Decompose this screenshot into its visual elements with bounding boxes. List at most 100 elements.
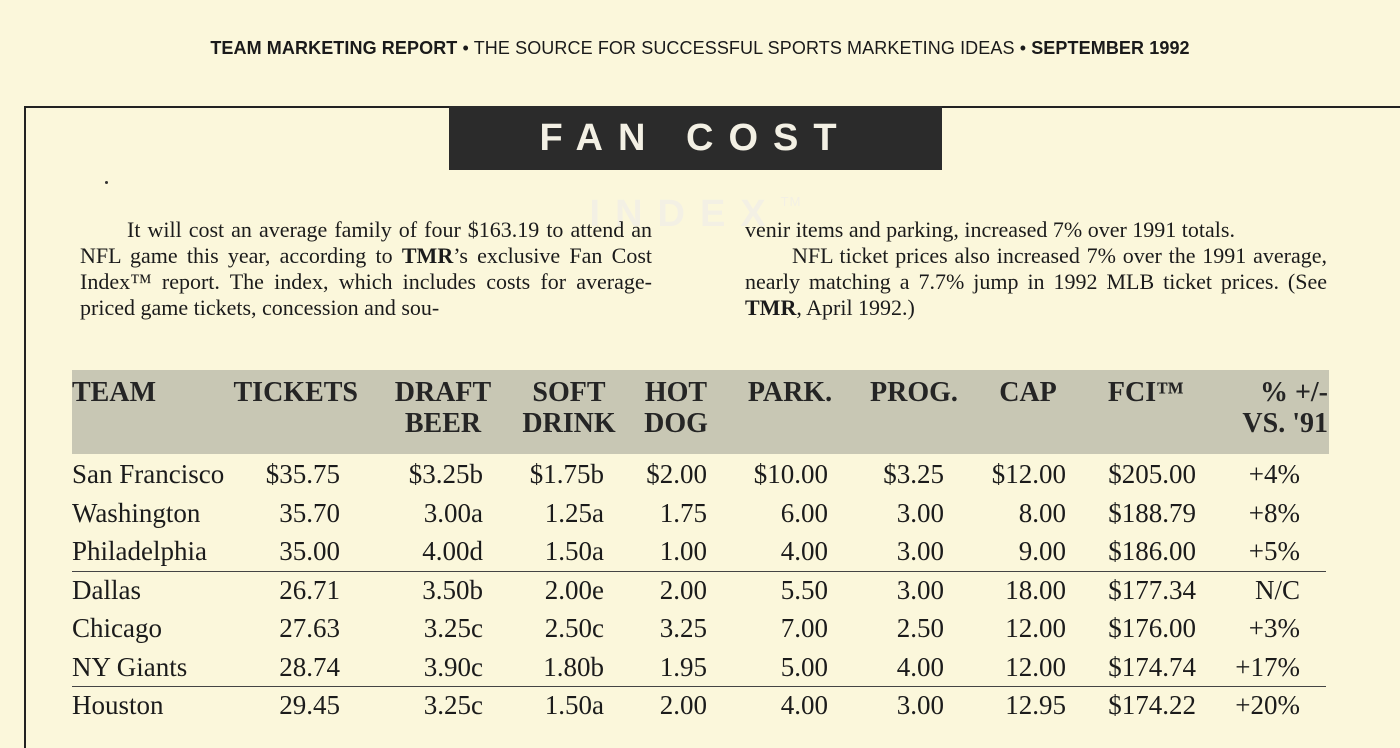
table-cell: 4.00	[780, 536, 828, 566]
publication-name: TEAM MARKETING REPORT	[210, 38, 458, 58]
table-cell: 2.50c	[544, 613, 604, 643]
table-cell: 35.00	[279, 536, 340, 566]
group-divider	[72, 686, 1326, 687]
table-cell: 1.80b	[543, 651, 604, 682]
article-text: ’s exclusive Fan Cost Index™ report. The…	[80, 243, 652, 320]
table-cell: 3.00	[896, 536, 944, 566]
table-cell: 7.00	[780, 613, 828, 643]
column-header: PROG.	[870, 377, 958, 408]
table-cell: +17%	[1235, 651, 1300, 682]
table-cell: $3.25b	[408, 459, 483, 489]
masthead-separator: •	[457, 38, 474, 58]
table-cell: $205.00	[1108, 459, 1196, 489]
table-cell: 2.00	[659, 690, 707, 720]
publication-abbrev: TMR	[745, 295, 797, 320]
group-divider	[72, 571, 1326, 572]
issue-date: SEPTEMBER 1992	[1031, 38, 1190, 58]
table-cell: $176.00	[1108, 613, 1196, 643]
publication-tagline: THE SOURCE FOR SUCCESSFUL SPORTS MARKETI…	[473, 38, 1015, 58]
publication-abbrev: TMR	[401, 243, 454, 268]
table-cell: 3.90c	[423, 651, 483, 682]
table-cell: 4.00	[780, 690, 828, 720]
team-name-cell: Dallas	[72, 574, 141, 605]
table-cell: 3.25	[659, 613, 707, 643]
table-cell: 1.50a	[544, 536, 604, 566]
column-header: % +/- VS. '91	[1242, 377, 1328, 439]
table-cell: $188.79	[1108, 497, 1196, 528]
column-header: HOT DOG	[644, 377, 708, 439]
table-cell: 3.00	[896, 574, 944, 605]
table-cell: $12.00	[991, 459, 1066, 489]
table-cell: 12.00	[1005, 613, 1066, 643]
column-header: DRAFT BEER	[394, 377, 492, 439]
team-name-cell: San Francisco	[72, 459, 225, 489]
table-cell: 3.00	[896, 690, 944, 720]
print-speck	[105, 181, 108, 184]
table-cell: 1.95	[659, 651, 707, 682]
table-cell: $35.75	[265, 459, 340, 489]
table-cell: +20%	[1235, 690, 1300, 720]
table-cell: $186.00	[1108, 536, 1196, 566]
table-cell: +5%	[1248, 536, 1300, 566]
table-cell: $3.25	[883, 459, 944, 489]
table-cell: 1.00	[659, 536, 707, 566]
table-cell: 2.00e	[544, 574, 604, 605]
masthead-separator: •	[1014, 38, 1032, 58]
team-name-cell: Chicago	[72, 613, 162, 643]
article-text: venir items and parking, increased 7% ov…	[745, 217, 1235, 242]
table-cell: +3%	[1248, 613, 1300, 643]
table-header-band	[72, 370, 1329, 454]
table-cell: 35.70	[279, 497, 340, 528]
table-cell: 2.00	[659, 574, 707, 605]
table-cell: 3.00a	[423, 497, 483, 528]
table-cell: N/C	[1254, 574, 1300, 605]
table-cell: 1.25a	[544, 497, 604, 528]
title-text: FAN COST INDEX	[539, 117, 852, 235]
table-cell: 3.25c	[423, 613, 483, 643]
table-cell: 28.74	[279, 651, 340, 682]
table-cell: $10.00	[753, 459, 828, 489]
column-header: FCI™	[1107, 377, 1185, 408]
column-header: TEAM	[72, 377, 156, 408]
table-cell: $174.74	[1108, 651, 1196, 682]
masthead: TEAM MARKETING REPORT • THE SOURCE FOR S…	[0, 38, 1400, 59]
article-column-2: venir items and parking, increased 7% ov…	[745, 217, 1327, 321]
table-cell: 18.00	[1005, 574, 1066, 605]
table-cell: 1.75	[659, 497, 707, 528]
column-header: PARK.	[747, 377, 833, 408]
team-name-cell: NY Giants	[72, 651, 188, 682]
table-cell: 3.00	[896, 497, 944, 528]
table-cell: 4.00d	[422, 536, 483, 566]
article-text: , April 1992.)	[796, 295, 915, 320]
table-cell: 12.95	[1005, 690, 1066, 720]
table-cell: 3.25c	[423, 690, 483, 720]
table-cell: 26.71	[279, 574, 340, 605]
table-cell: 5.50	[780, 574, 828, 605]
table-cell: 2.50	[896, 613, 944, 643]
table-cell: 5.00	[780, 651, 828, 682]
article-text: NFL ticket prices also increased 7% over…	[745, 243, 1327, 294]
table-cell: $177.34	[1108, 574, 1196, 605]
article-text: It will cost an average family of four $…	[80, 217, 652, 268]
table-cell: 1.50a	[544, 690, 604, 720]
column-header: SOFT DRINK	[522, 377, 616, 439]
table-cell: 9.00	[1018, 536, 1066, 566]
article-column-1: It will cost an average family of four $…	[80, 217, 652, 321]
table-cell: 6.00	[780, 497, 828, 528]
column-header: TICKETS	[233, 377, 359, 408]
table-cell: $1.75b	[529, 459, 604, 489]
article-title: FAN COST INDEXTM	[449, 106, 942, 235]
table-cell: +4%	[1248, 459, 1300, 489]
table-cell: 4.00	[896, 651, 944, 682]
trademark-mark: TM	[780, 194, 802, 209]
team-name-cell: Washington	[72, 497, 201, 528]
table-cell: 27.63	[279, 613, 340, 643]
table-cell: 8.00	[1018, 497, 1066, 528]
column-header: CAP	[999, 377, 1057, 408]
table-cell: $2.00	[646, 459, 707, 489]
table-cell: $174.22	[1108, 690, 1196, 720]
table-cell: 12.00	[1005, 651, 1066, 682]
table-cell: +8%	[1248, 497, 1300, 528]
table-cell: 3.50b	[422, 574, 483, 605]
team-name-cell: Philadelphia	[72, 536, 207, 566]
